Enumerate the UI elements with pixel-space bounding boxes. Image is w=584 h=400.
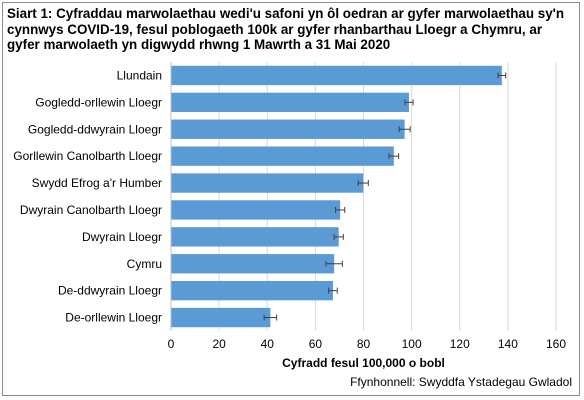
bar xyxy=(171,307,271,328)
category-label: Swydd Efrog a'r Humber xyxy=(32,176,162,190)
category-label: Cymru xyxy=(127,257,162,271)
x-tick-label: 80 xyxy=(357,337,371,351)
category-label: Dwyrain Canolbarth Lloegr xyxy=(20,203,162,217)
x-tick-label: 100 xyxy=(402,337,422,351)
x-tick-label: 0 xyxy=(168,337,175,351)
bar xyxy=(171,65,502,86)
chart-title: Siart 1: Cyfraddau marwolaethau wedi'u s… xyxy=(7,6,565,52)
category-label: Llundain xyxy=(117,68,162,82)
bar xyxy=(171,119,405,139)
x-tick-label: 160 xyxy=(546,337,566,351)
bar xyxy=(171,280,333,301)
bar xyxy=(171,227,339,247)
bar xyxy=(171,173,364,193)
x-tick-label: 60 xyxy=(309,337,323,351)
x-tick-label: 20 xyxy=(212,337,226,351)
category-label: De-ddwyrain Lloegr xyxy=(58,284,162,298)
category-label: Gorllewin Canolbarth Lloegr xyxy=(13,149,162,163)
category-label: Dwyrain Lloegr xyxy=(82,230,162,244)
x-tick-label: 120 xyxy=(450,337,470,351)
bar xyxy=(171,92,409,113)
source-note: Ffynhonnell: Swyddfa Ystadegau Gwladol xyxy=(350,375,572,389)
bar xyxy=(171,146,394,166)
bar xyxy=(171,200,341,220)
bar xyxy=(171,254,335,274)
category-label: Gogledd-orllewin Lloegr xyxy=(35,95,162,109)
x-tick-label: 140 xyxy=(498,337,518,351)
category-label: De-orllewin Lloegr xyxy=(65,311,162,325)
category-label: Gogledd-ddwyrain Lloegr xyxy=(28,122,162,136)
x-axis-title: Cyfradd fesul 100,000 o bobl xyxy=(282,356,445,370)
x-tick-label: 40 xyxy=(261,337,275,351)
